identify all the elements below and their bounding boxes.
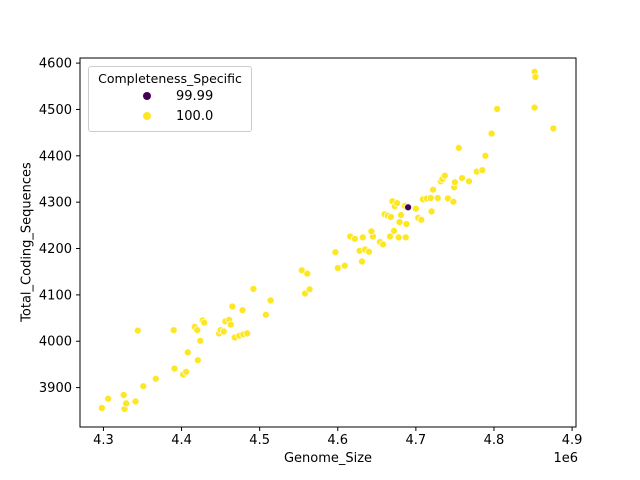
scatter-point: [169, 326, 178, 335]
legend-item: 100.0: [89, 106, 251, 126]
y-axis-label: Total_Coding_Sequences: [19, 162, 35, 322]
scatter-point: [417, 215, 426, 224]
y-tick-label: 4500: [39, 103, 72, 118]
legend-item-label: 100.0: [176, 108, 214, 124]
y-tick-label: 4300: [39, 196, 72, 211]
scatter-point: [358, 257, 366, 266]
scatter-point: [219, 327, 228, 336]
scatter-point: [465, 177, 473, 186]
scatter-point: [531, 73, 540, 81]
scatter-point: [303, 269, 312, 278]
y-tick-label: 4400: [39, 149, 72, 164]
scatter-point: [170, 364, 179, 373]
scatter-point: [139, 382, 148, 391]
legend: Completeness_Specific 99.99 100.0: [88, 66, 252, 132]
scatter-point: [493, 105, 502, 113]
scatter-point: [340, 261, 349, 270]
scatter-point: [429, 185, 438, 194]
scatter-point: [440, 171, 449, 180]
scatter-point: [196, 336, 205, 345]
scatter-point: [427, 207, 436, 216]
scatter-point: [249, 284, 258, 293]
scatter-point: [367, 227, 376, 236]
scatter-point: [182, 367, 191, 376]
legend-title: Completeness_Specific: [98, 71, 242, 86]
scatter-point: [487, 129, 496, 138]
scatter-point: [331, 248, 340, 257]
legend-marker-yellow-icon: [143, 112, 151, 120]
scatter-point: [119, 391, 128, 399]
scatter-point: [390, 226, 398, 235]
scatter-point: [98, 404, 106, 412]
x-tick-label: 4.5: [249, 433, 270, 448]
y-tick-label: 4000: [39, 335, 72, 350]
scatter-point: [200, 318, 209, 327]
scatter-point: [386, 232, 395, 241]
scatter-point: [350, 234, 359, 243]
scatter-point: [401, 233, 410, 242]
scatter-point: [333, 264, 342, 272]
y-tick-label: 3900: [39, 381, 72, 396]
scatter-point: [365, 247, 373, 256]
scatter-point: [481, 151, 490, 160]
scatter-point: [226, 320, 235, 329]
scatter-point: [397, 211, 405, 220]
x-axis-label: Genome_Size: [283, 451, 373, 466]
x-tick-label: 4.9: [562, 433, 583, 448]
scatter-point: [549, 124, 558, 133]
x-tick-label: 4.8: [484, 433, 505, 448]
scatter-point: [104, 394, 112, 403]
x-tick-label: 4.7: [406, 433, 427, 448]
scatter-point: [404, 203, 413, 212]
x-tick-label: 4.4: [171, 433, 192, 448]
scatter-point: [530, 103, 539, 112]
y-tick-label: 4100: [39, 288, 72, 303]
scatter-point: [379, 240, 388, 249]
axes-spines: [79, 57, 577, 428]
scatter-point: [133, 326, 142, 335]
scatter-point: [433, 194, 442, 202]
y-tick-label: 4600: [39, 57, 72, 72]
scatter-point: [183, 348, 192, 357]
legend-marker-purple-icon: [143, 92, 151, 100]
x-axis-offset-text: 1e6: [553, 451, 578, 466]
scatter-point: [193, 326, 202, 335]
scatter-point: [478, 166, 487, 175]
scatter-point: [238, 306, 247, 315]
y-tick-label: 4200: [39, 242, 72, 257]
scatter-point: [393, 199, 402, 208]
scatter-point: [458, 174, 466, 183]
scatter-point: [122, 399, 130, 408]
scatter-point: [131, 397, 140, 406]
scatter-point: [228, 302, 237, 311]
legend-item-label: 99.99: [176, 88, 214, 104]
scatter-point: [305, 285, 314, 294]
scatter-point: [243, 329, 252, 338]
x-tick-label: 4.3: [93, 433, 114, 448]
x-tick-label: 4.6: [327, 433, 348, 448]
scatter-point: [261, 310, 270, 319]
scatter-point: [449, 197, 458, 206]
scatter-point: [454, 143, 463, 152]
scatter-point: [395, 218, 404, 227]
scatter-point: [450, 178, 459, 187]
scatter-point: [426, 194, 435, 202]
scatter-point: [394, 233, 403, 242]
scatter-point: [386, 213, 395, 221]
scatter-point: [193, 356, 202, 365]
legend-item: 99.99: [89, 86, 251, 106]
scatter-point: [151, 374, 160, 383]
scatter-point: [358, 233, 367, 242]
scatter-point: [266, 296, 275, 305]
scatter-point: [411, 204, 420, 213]
scatter-point: [402, 220, 411, 228]
